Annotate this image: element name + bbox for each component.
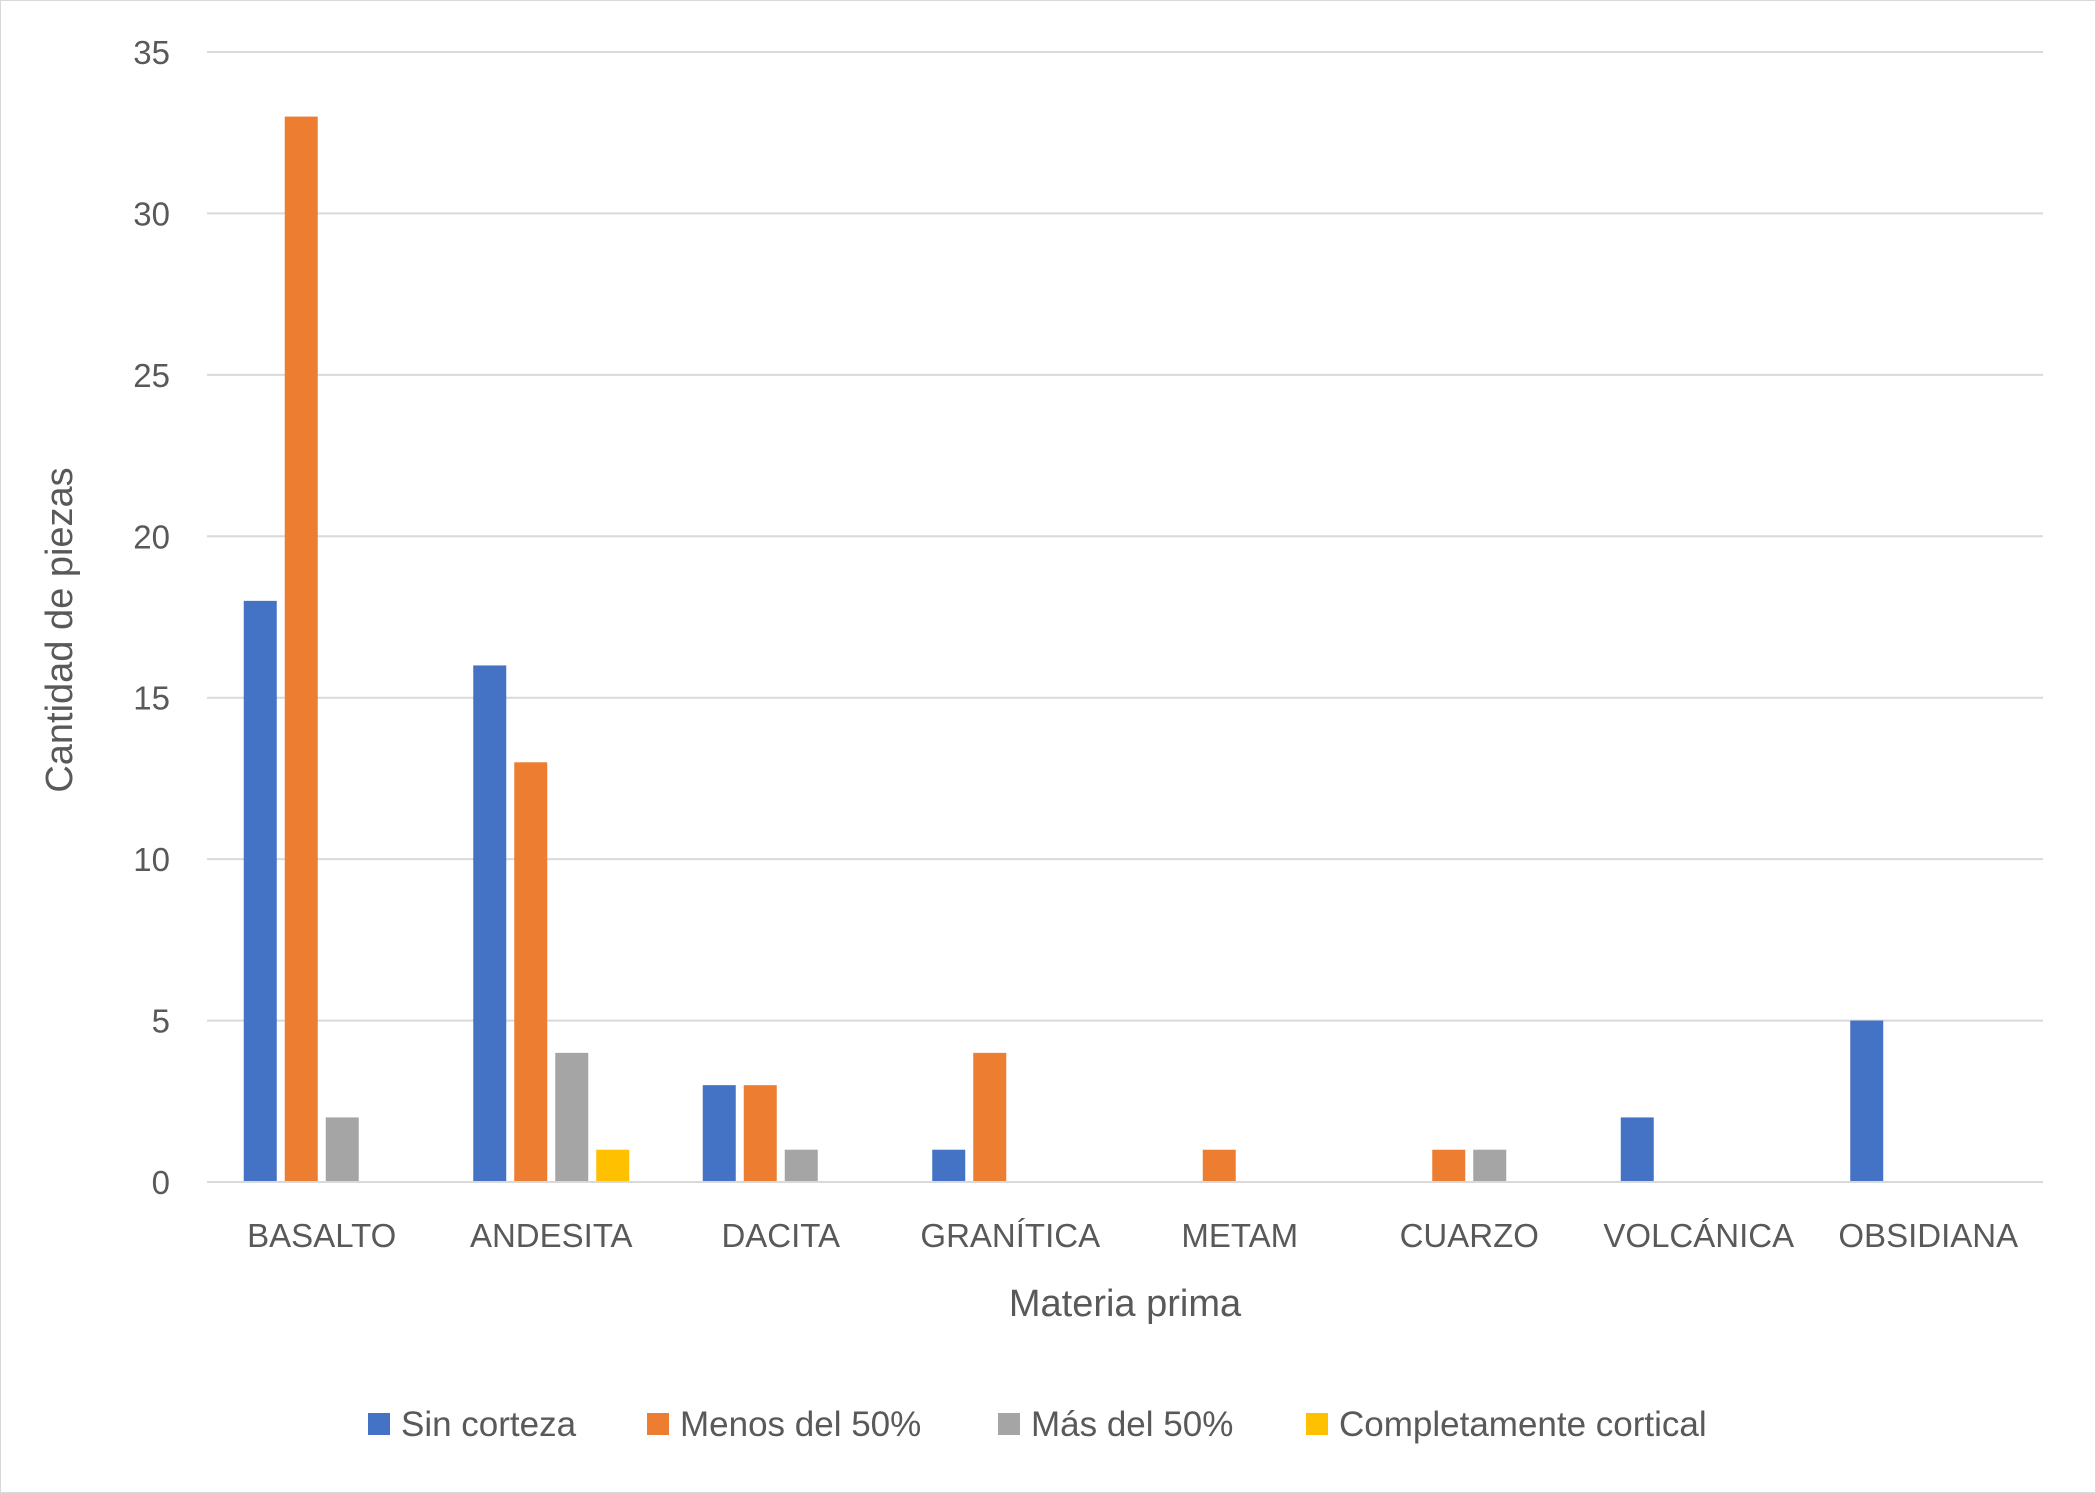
x-tick-label: VOLCÁNICA: [1603, 1217, 1794, 1254]
legend-swatch: [1306, 1413, 1328, 1435]
x-axis-ticks: BASALTO ANDESITA DACITA GRANÍTICA METAM CUARZ…: [247, 1217, 2018, 1254]
bar: [1432, 1149, 1466, 1182]
x-tick-label: OBSIDIANA: [1838, 1217, 2018, 1254]
bar: [1473, 1149, 1507, 1182]
bar: [1850, 1020, 1884, 1182]
legend-label: Menos del 50%: [680, 1405, 921, 1444]
y-tick-label: 30: [133, 195, 170, 232]
bars: [243, 116, 1884, 1183]
legend-swatch: [368, 1413, 390, 1435]
x-tick-label: METAM: [1181, 1217, 1298, 1254]
y-tick-label: 5: [152, 1003, 170, 1040]
y-tick-label: 10: [133, 841, 170, 878]
bar: [702, 1085, 736, 1182]
bar: [743, 1085, 777, 1182]
y-axis-title: Cantidad de piezas: [39, 467, 81, 792]
bar: [1202, 1149, 1236, 1182]
bar: [932, 1149, 966, 1182]
legend-swatch: [647, 1413, 669, 1435]
gridlines: [207, 51, 2043, 1022]
x-tick-label: CUARZO: [1400, 1217, 1539, 1254]
bar: [1620, 1117, 1654, 1182]
bar: [243, 600, 277, 1182]
x-tick-label: DACITA: [721, 1217, 840, 1254]
x-tick-label: GRANÍTICA: [920, 1217, 1100, 1254]
y-tick-label: 35: [133, 34, 170, 71]
legend-label: Más del 50%: [1031, 1405, 1233, 1444]
bar: [555, 1052, 589, 1182]
bar: [784, 1149, 818, 1182]
y-tick-label: 20: [133, 518, 170, 555]
legend: Sin corteza Menos del 50% Más del 50% Compl…: [368, 1405, 1707, 1444]
legend-label: Completamente cortical: [1339, 1405, 1707, 1444]
bar: [973, 1052, 1007, 1182]
bar: [596, 1149, 630, 1182]
bar: [473, 665, 507, 1182]
y-tick-label: 0: [152, 1164, 170, 1201]
legend-swatch: [998, 1413, 1020, 1435]
x-tick-label: ANDESITA: [470, 1217, 633, 1254]
bar: [514, 762, 548, 1182]
x-tick-label: BASALTO: [247, 1217, 396, 1254]
y-axis-ticks: 0 5 10 15 20 25 30 35: [133, 34, 170, 1201]
bar: [325, 1117, 359, 1182]
bar: [284, 116, 318, 1183]
y-tick-label: 15: [133, 680, 170, 717]
y-tick-label: 25: [133, 357, 170, 394]
legend-label: Sin corteza: [401, 1405, 577, 1444]
x-axis-title: Materia prima: [1009, 1283, 1242, 1325]
